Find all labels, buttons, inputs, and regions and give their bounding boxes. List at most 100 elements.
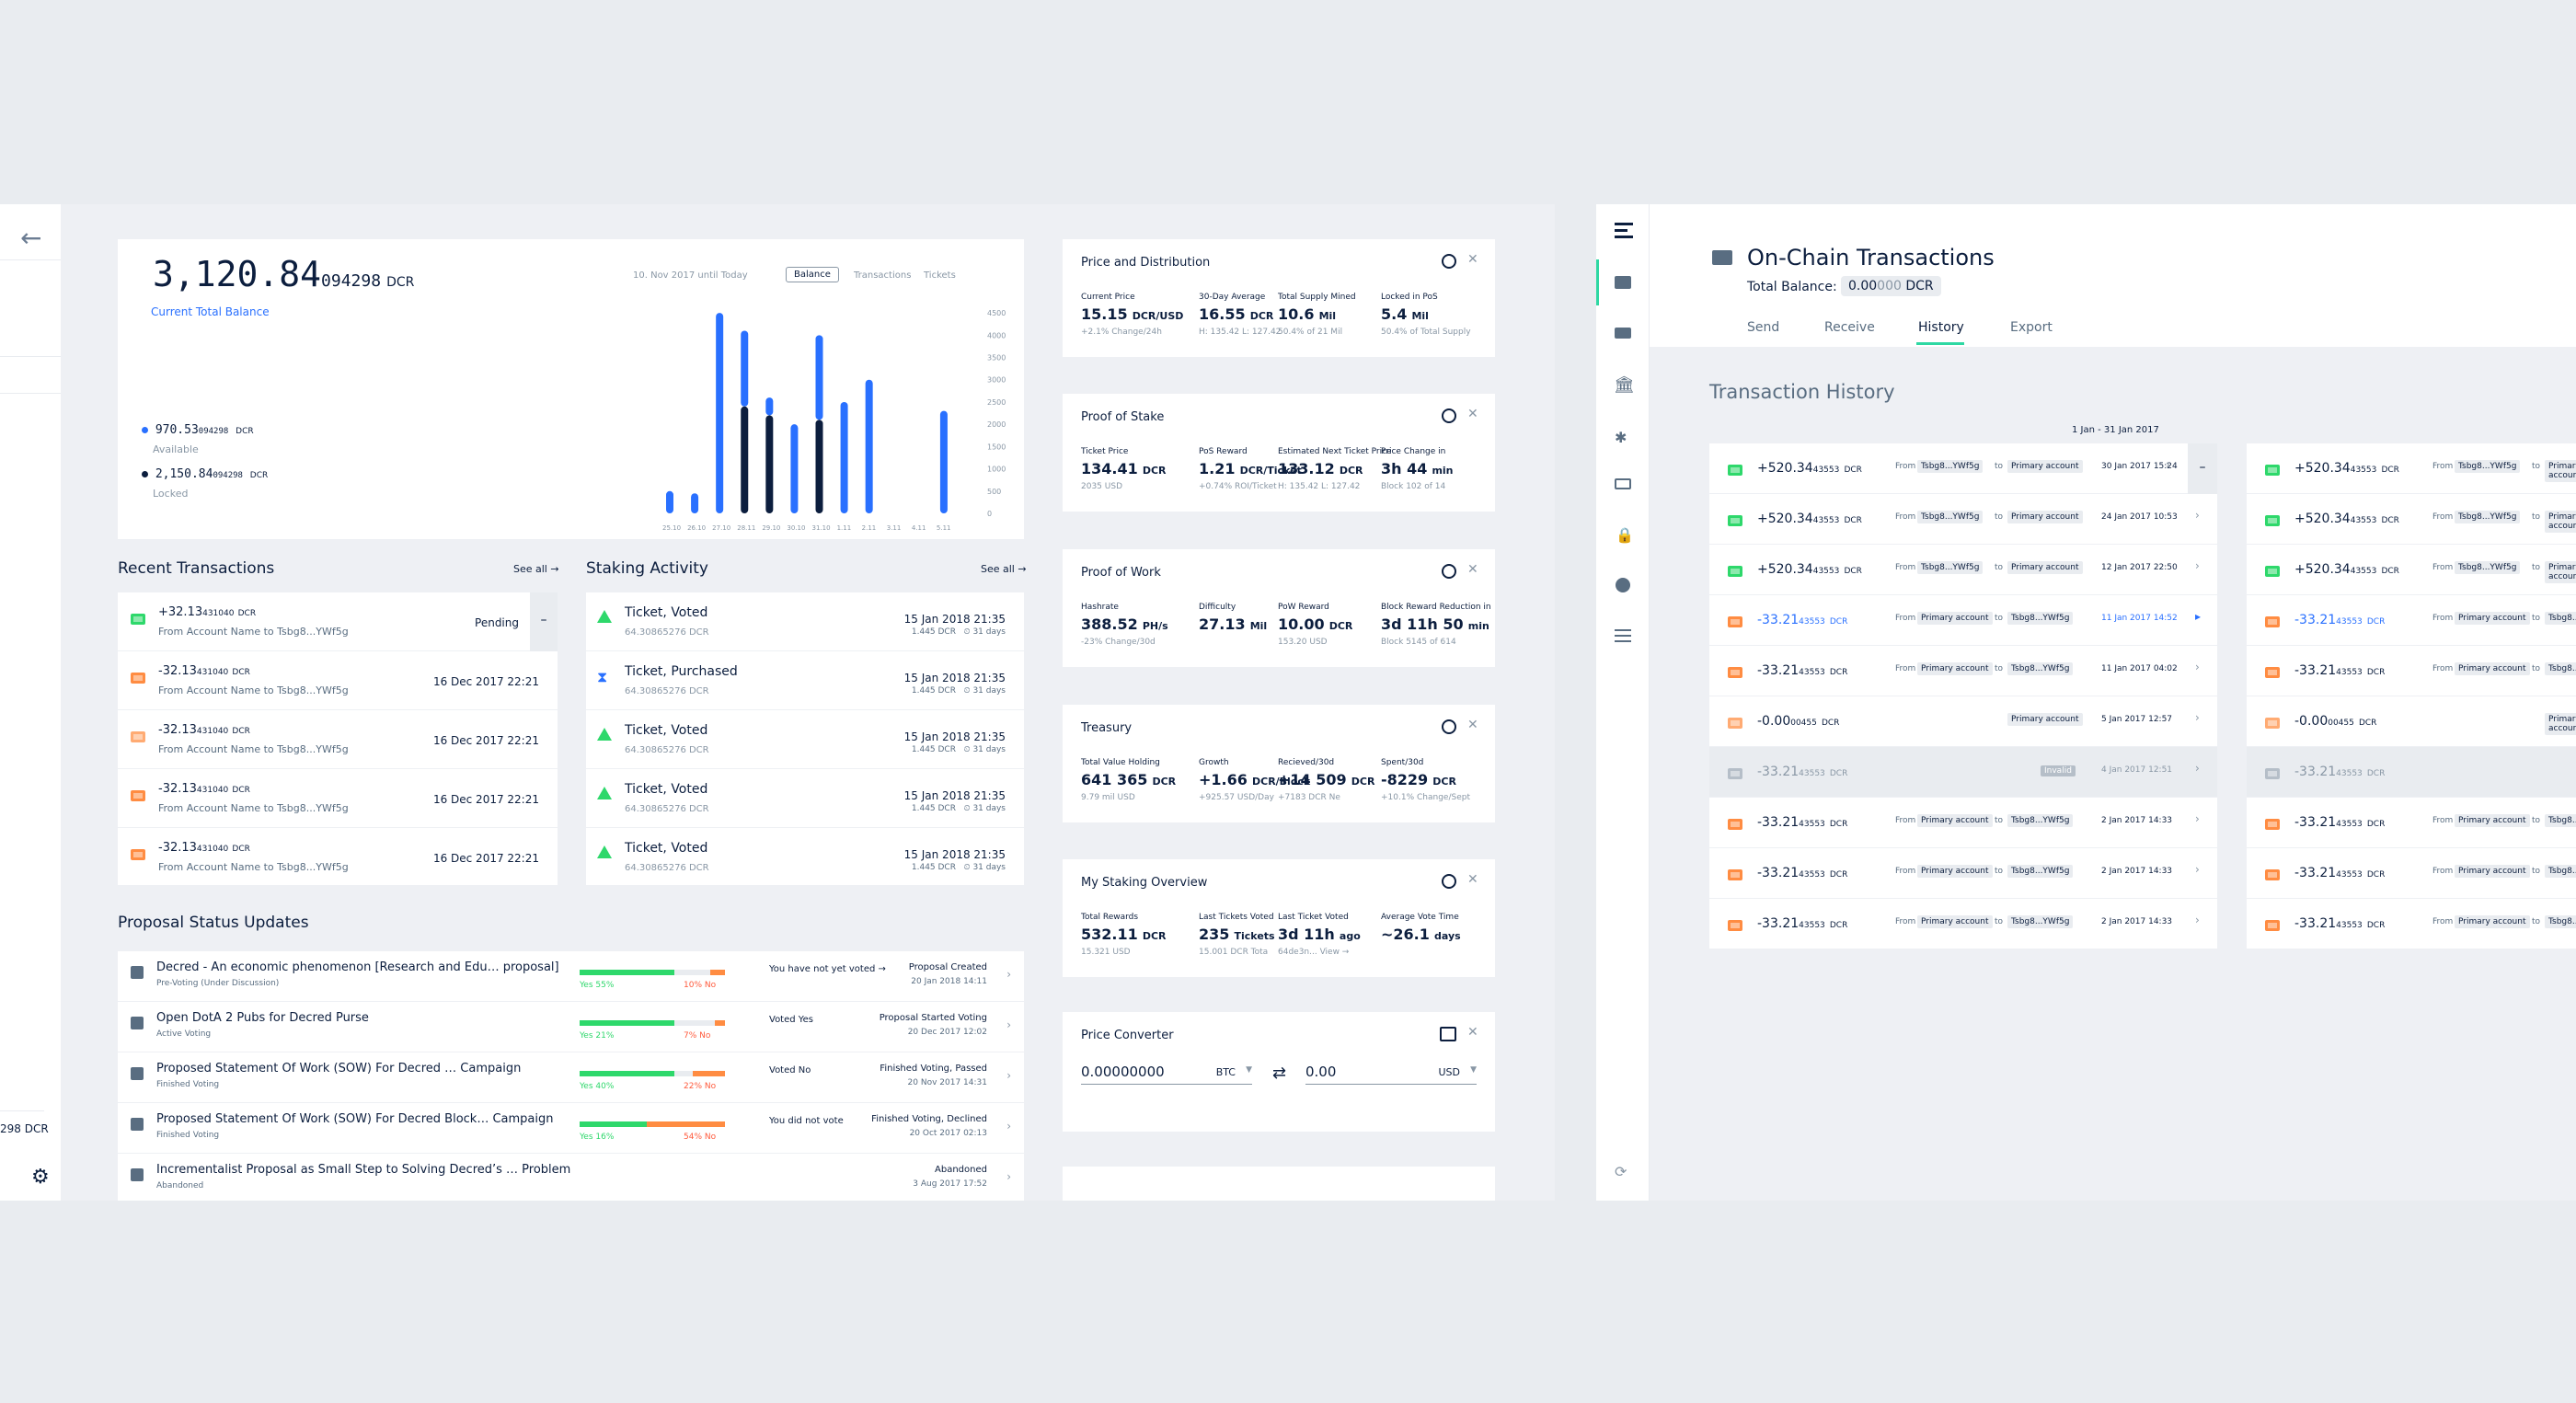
security-lock-icon[interactable]: 🔒 — [1616, 526, 1634, 544]
no-pct: 54% No — [684, 1133, 717, 1142]
chevron-right-icon: › — [2195, 863, 2200, 876]
governance-icon[interactable]: 🏛 — [1614, 375, 1635, 395]
bar-available[interactable] — [691, 493, 699, 513]
close-icon[interactable]: ✕ — [1467, 872, 1478, 887]
staking-row[interactable]: Ticket, Voted 64.30865276 DCR 15 Jan 2018 … — [586, 710, 1024, 769]
proposal-row[interactable]: Proposed Statement Of Work (SOW) For Dec… — [118, 1103, 1024, 1154]
history-row[interactable]: +520.3443553 DCR From Tsbg8...YWf5g to Prima… — [1709, 494, 2217, 545]
history-row[interactable]: -33.2143553 DCR From Primary account to Tsbg… — [2247, 595, 2576, 646]
help-icon[interactable] — [1616, 578, 1630, 592]
close-icon[interactable]: ✕ — [1467, 407, 1478, 421]
bar-locked[interactable] — [741, 406, 749, 513]
history-row[interactable]: -0.0000455 DCR Primary account — [2247, 696, 2576, 747]
close-icon[interactable]: ✕ — [1467, 252, 1478, 267]
menu-icon[interactable] — [1615, 223, 1633, 238]
bar-available[interactable] — [815, 335, 823, 420]
staking-row[interactable]: ⧗ Ticket, Purchased 64.30865276 DCR 15 Jan … — [586, 651, 1024, 710]
fee: 1.445 DCR — [911, 686, 956, 696]
history-row[interactable]: -33.2143553 DCR From Primary account to Tsbg… — [2247, 899, 2576, 949]
to-value-input[interactable]: 0.00 USD ▼ — [1305, 1064, 1477, 1085]
close-icon[interactable]: ✕ — [1467, 1025, 1478, 1040]
proposal-status: Proposal Started Voting — [879, 1013, 987, 1023]
bar-available[interactable] — [666, 490, 673, 513]
tab-send[interactable]: Send — [1747, 320, 1780, 335]
overview-icon[interactable] — [1615, 276, 1631, 289]
more-button[interactable]: – — [530, 592, 558, 651]
x-tick-label: 2.11 — [862, 524, 877, 532]
staking-row[interactable]: Ticket, Voted 64.30865276 DCR 15 Jan 2018 … — [586, 592, 1024, 651]
history-row[interactable]: -33.2143553 DCR From Primary account to Tsbg… — [1709, 899, 2217, 949]
stat-label: Total Supply Mined — [1278, 293, 1356, 302]
staking-row[interactable]: Ticket, Voted 64.30865276 DCR 15 Jan 2018 … — [586, 769, 1024, 828]
to-label: to — [1995, 816, 2004, 825]
tx-date: 30 Jan 2017 15:24 — [2101, 462, 2178, 471]
history-row[interactable]: +520.3443553 DCR From Tsbg8...YWf5g to Prima… — [2247, 443, 2576, 494]
stat-sub: H: 135.42 L: 127.42 — [1199, 328, 1282, 337]
history-row[interactable]: -33.2143553 DCR From Primary account to Tsbg… — [1709, 595, 2217, 646]
recent-tx-row[interactable]: -32.13431040 DCR From Account Name to Tsb… — [118, 651, 558, 710]
to-account: Primary account — [2007, 511, 2083, 523]
bar-available[interactable] — [765, 397, 774, 416]
history-row[interactable]: -0.0000455 DCR Primary account 5 Jan 2017 … — [1709, 696, 2217, 747]
stat-value: 134.41 DCR — [1081, 460, 1167, 477]
tab-tickets[interactable]: Tickets — [924, 270, 956, 281]
proposal-row[interactable]: Incrementalist Proposal as Small Step to… — [118, 1154, 1024, 1201]
staking-see-all[interactable]: See all → — [981, 563, 1027, 575]
accounts-icon[interactable] — [1615, 478, 1631, 489]
tx-date: 2 Jan 2017 14:33 — [2101, 917, 2173, 926]
history-row[interactable]: -33.2143553 DCR From Primary account to Tsbg… — [1709, 646, 2217, 696]
tab-transactions[interactable]: Transactions — [854, 270, 912, 281]
tab-balance[interactable]: Balance — [786, 267, 839, 282]
recent-tx-see-all[interactable]: See all → — [513, 563, 559, 575]
stat-sub: H: 135.42 L: 127.42 — [1278, 482, 1361, 491]
bar-available[interactable] — [840, 401, 848, 513]
settings-gear-icon[interactable]: ⚙ — [31, 1166, 50, 1189]
tickets-icon[interactable]: ✱ — [1615, 429, 1627, 446]
bar-available[interactable] — [716, 313, 724, 513]
tab-history[interactable]: History — [1918, 320, 1964, 335]
tab-receive[interactable]: Receive — [1824, 320, 1875, 335]
history-row[interactable]: +520.3443553 DCR From Tsbg8...YWf5g to Prima… — [2247, 545, 2576, 595]
vote-bar — [580, 1020, 725, 1026]
back-arrow-icon[interactable]: ← — [20, 223, 42, 253]
bar-available[interactable] — [939, 410, 948, 513]
to-label: to — [1995, 512, 2004, 522]
history-row[interactable]: -33.2143553 DCR From Primary account to Tsbg… — [2247, 848, 2576, 899]
recent-tx-row[interactable]: -32.13431040 DCR From Account Name to Tsb… — [118, 828, 558, 887]
bar-available[interactable] — [865, 379, 873, 513]
bar-locked[interactable] — [765, 415, 774, 513]
tab-export[interactable]: Export — [2010, 320, 2053, 335]
swap-icon[interactable]: ⇄ — [1272, 1064, 1287, 1083]
history-row[interactable]: +520.3443553 DCR From Tsbg8...YWf5g to Prima… — [1709, 545, 2217, 595]
history-row[interactable]: +520.3443553 DCR From Tsbg8...YWf5g to Prima… — [1709, 443, 2217, 494]
history-row[interactable]: -33.2143553 DCR Invalid 4 Jan 2017 12:51 › — [1709, 747, 2217, 798]
proposal-row[interactable]: Open DotA 2 Pubs for Decred Purse Active … — [118, 1002, 1024, 1052]
stat-value: 235 Tickets — [1199, 926, 1275, 943]
staking-row[interactable]: Ticket, Voted 64.30865276 DCR 15 Jan 2018 … — [586, 828, 1024, 887]
from-label: From — [1895, 563, 1916, 572]
to-account: Primary account — [2545, 713, 2576, 735]
close-icon[interactable]: ✕ — [1467, 718, 1478, 732]
recent-tx-row[interactable]: -32.13431040 DCR From Account Name to Tsb… — [118, 710, 558, 769]
history-row[interactable]: -33.2143553 DCR From Primary account to Tsbg… — [2247, 646, 2576, 696]
bar-available[interactable] — [741, 330, 749, 407]
history-row[interactable]: -33.2143553 DCR From Primary account to Tsbg… — [2247, 798, 2576, 848]
settings-list-icon[interactable] — [1615, 629, 1631, 642]
recent-tx-row[interactable]: +32.13431040 DCR From Account Name to Tsb… — [118, 592, 558, 651]
history-row[interactable]: +520.3443553 DCR From Tsbg8...YWf5g to Prima… — [2247, 494, 2576, 545]
more-button[interactable]: – — [2188, 443, 2217, 494]
x-tick-label: 4.11 — [912, 524, 926, 532]
recent-tx-row[interactable]: -32.13431040 DCR From Account Name to Tsb… — [118, 769, 558, 828]
transactions-icon[interactable] — [1615, 328, 1631, 339]
history-row[interactable]: -33.2143553 DCR From Primary account to Tsbg… — [1709, 798, 2217, 848]
stat-value: 641 365 DCR — [1081, 771, 1177, 788]
bar-locked[interactable] — [815, 420, 823, 513]
refresh-icon[interactable]: ⟳ — [1615, 1163, 1627, 1180]
proposal-row[interactable]: Decred - An economic phenomenon [Researc… — [118, 951, 1024, 1002]
proposal-row[interactable]: Proposed Statement Of Work (SOW) For Dec… — [118, 1052, 1024, 1103]
close-icon[interactable]: ✕ — [1467, 562, 1478, 577]
from-value-input[interactable]: 0.00000000 BTC ▼ — [1081, 1064, 1252, 1085]
bar-available[interactable] — [790, 424, 799, 513]
history-row[interactable]: -33.2143553 DCR From Primary account to Tsbg… — [1709, 848, 2217, 899]
